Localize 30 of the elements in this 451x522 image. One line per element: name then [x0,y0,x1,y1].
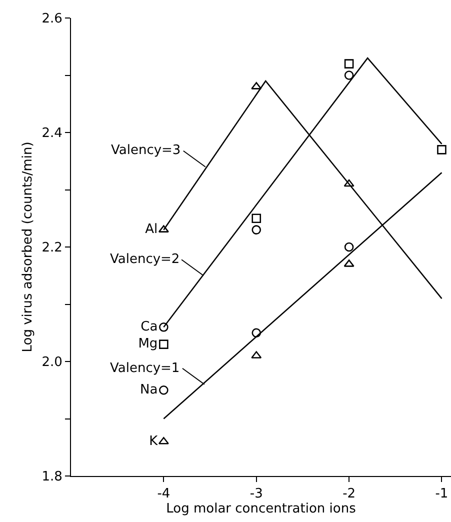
x-tick-label: -4 [157,486,170,502]
annotation: Valency=1 [110,361,180,376]
series-label: Na [140,382,158,398]
x-tick-label: -1 [435,486,448,502]
series-label: K [149,434,158,449]
y-tick-label: 1.8 [42,470,62,485]
point [159,340,168,349]
annotation: Valency=2 [110,252,180,267]
series-label: Al [145,222,158,238]
point [344,179,354,187]
series-label: Mg [138,336,158,352]
y-tick-label: 2.6 [42,12,62,27]
point [252,328,262,338]
point [344,242,354,252]
x-axis-title: Log molar concentration ions [166,502,356,517]
y-axis-title: Log virus adsorbed (counts/min) [20,142,36,352]
y-tick-label: 2.2 [42,240,62,256]
y-tick-label: 2.0 [42,355,62,370]
x-tick-label: -3 [250,486,263,502]
point [437,145,446,154]
annotation: Valency=3 [111,143,181,158]
x-tick-label: -2 [342,486,356,502]
point [159,385,168,395]
point [344,59,354,68]
point [252,225,262,234]
point [344,70,354,80]
y-tick-label: 2.4 [42,126,62,142]
point [252,214,262,224]
series-label: Ca [140,319,158,334]
point [159,322,168,332]
